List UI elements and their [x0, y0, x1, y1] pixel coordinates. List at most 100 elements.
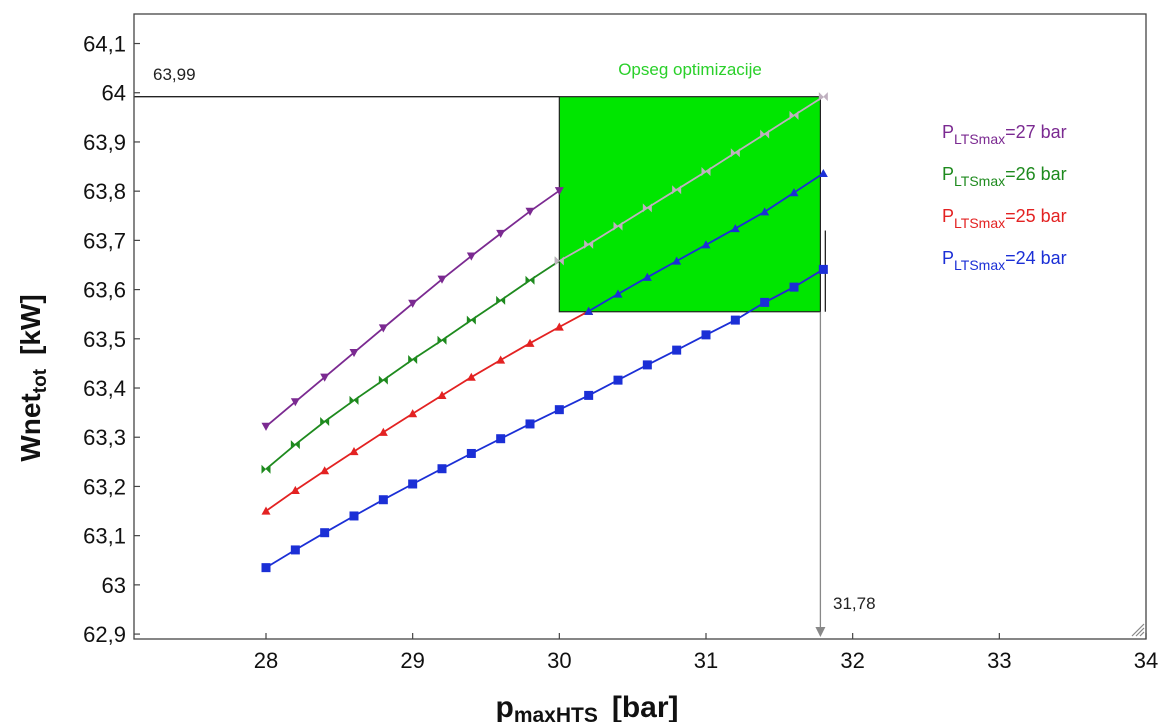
series-line — [558, 95, 824, 262]
data-point-marker — [261, 563, 271, 573]
y-tick-label: 63,1 — [83, 524, 126, 549]
data-point-marker — [525, 275, 535, 285]
y-axis-title-main: Wnet — [15, 393, 46, 461]
y-tick-label: 63,4 — [83, 376, 126, 401]
data-point-marker — [408, 409, 418, 418]
data-point-marker — [496, 434, 506, 444]
x-axis-title-main: p — [495, 691, 513, 722]
y-tick-label: 63,5 — [83, 327, 126, 352]
data-point-marker — [349, 348, 359, 358]
data-point-marker — [613, 375, 623, 385]
x-tick-label: 31 — [694, 648, 718, 673]
resize-grip-line — [1131, 623, 1145, 637]
data-point-marker — [672, 256, 682, 265]
data-point-marker — [378, 427, 388, 436]
data-point-marker — [437, 335, 447, 345]
data-point-marker — [701, 330, 711, 340]
legend-entry: PLTSmax=27 bar — [942, 122, 1067, 147]
resize-grip-line — [1139, 631, 1145, 637]
y-tick-label: 64,1 — [83, 32, 126, 57]
series-layer — [261, 92, 828, 573]
data-point-marker — [378, 375, 388, 385]
legend-entry: PLTSmax=26 bar — [942, 164, 1067, 189]
y-tick-label: 63,9 — [83, 130, 126, 155]
optimization-region-layer — [558, 96, 821, 313]
y-tick-label: 63,6 — [83, 278, 126, 303]
data-point-marker — [818, 264, 828, 274]
x-tick-label: 28 — [254, 648, 278, 673]
data-point-marker — [349, 395, 359, 405]
data-point-marker — [290, 485, 300, 494]
data-point-marker — [730, 148, 740, 158]
data-point-marker — [525, 338, 535, 347]
legend-entry-suffix: =25 bar — [1005, 206, 1067, 226]
data-point-marker — [261, 464, 271, 474]
x-axis: 28 29 30 31 32 33 34 — [254, 633, 1158, 673]
series-1 — [261, 187, 564, 431]
data-point-marker — [437, 390, 447, 399]
x-tick-label: 29 — [400, 648, 424, 673]
data-point-marker — [290, 440, 300, 450]
data-point-marker — [554, 187, 564, 196]
x-axis-title: pmaxHTS [bar] — [495, 691, 678, 722]
data-point-marker — [320, 373, 330, 382]
data-point-marker — [408, 479, 418, 489]
data-point-marker — [525, 207, 535, 216]
data-point-marker — [320, 528, 330, 538]
data-point-marker — [290, 545, 300, 555]
x-tick-label: 32 — [840, 648, 864, 673]
optimization-region-label: Opseg optimizacije — [618, 60, 762, 79]
data-point-marker — [349, 447, 359, 456]
data-point-marker — [760, 207, 770, 216]
legend-entry-suffix: =27 bar — [1005, 122, 1067, 142]
series-line — [265, 268, 824, 569]
x-axis-title-unit: [bar] — [612, 691, 679, 722]
y-tick-label: 62,9 — [83, 622, 126, 647]
x-tick-label: 34 — [1134, 648, 1158, 673]
data-point-marker — [261, 506, 271, 515]
data-point-marker — [701, 240, 711, 249]
data-point-marker — [760, 129, 770, 139]
y-tick-label: 63,8 — [83, 179, 126, 204]
data-point-marker — [642, 360, 652, 370]
y-axis-title-sub: tot — [30, 368, 51, 393]
y-tick-label: 64 — [102, 81, 126, 106]
legend-entry-sub: LTSmax — [954, 173, 1005, 189]
data-point-marker — [730, 315, 740, 325]
legend-entry-sub: LTSmax — [954, 215, 1005, 231]
max-y-annotation: 63,99 — [153, 65, 196, 84]
data-point-marker — [701, 166, 711, 176]
max-x-annotation: 31,78 — [833, 594, 876, 613]
data-point-marker — [818, 92, 828, 102]
data-point-marker — [789, 282, 799, 292]
y-tick-label: 63,7 — [83, 228, 126, 253]
data-point-marker — [261, 422, 271, 431]
series-6 — [554, 92, 828, 266]
data-point-marker — [437, 275, 447, 284]
data-point-marker — [290, 398, 300, 407]
data-point-marker — [408, 354, 418, 364]
guide-lines-layer — [134, 96, 826, 637]
data-point-marker — [613, 221, 623, 231]
x-tick-label: 30 — [547, 648, 571, 673]
legend-entry-sub: LTSmax — [954, 257, 1005, 273]
data-point-marker — [584, 239, 594, 249]
y-tick-label: 63,2 — [83, 474, 126, 499]
resize-grip-icon[interactable] — [1131, 623, 1145, 637]
data-point-marker — [818, 168, 828, 178]
series-2 — [261, 256, 564, 474]
series-line — [265, 189, 560, 428]
data-point-marker — [642, 272, 652, 281]
x-axis-title-sub: maxHTS — [514, 704, 598, 722]
data-point-marker — [320, 466, 330, 475]
y-tick-label: 63,3 — [83, 425, 126, 450]
data-point-marker — [554, 405, 564, 415]
y-axis-title-unit: [kW] — [15, 294, 46, 355]
y-axis-title: Wnettot [kW] — [15, 294, 51, 461]
data-point-marker — [584, 390, 594, 400]
data-point-marker — [730, 224, 740, 233]
legend-entry: PLTSmax=24 bar — [942, 248, 1067, 273]
data-point-marker — [437, 464, 447, 474]
